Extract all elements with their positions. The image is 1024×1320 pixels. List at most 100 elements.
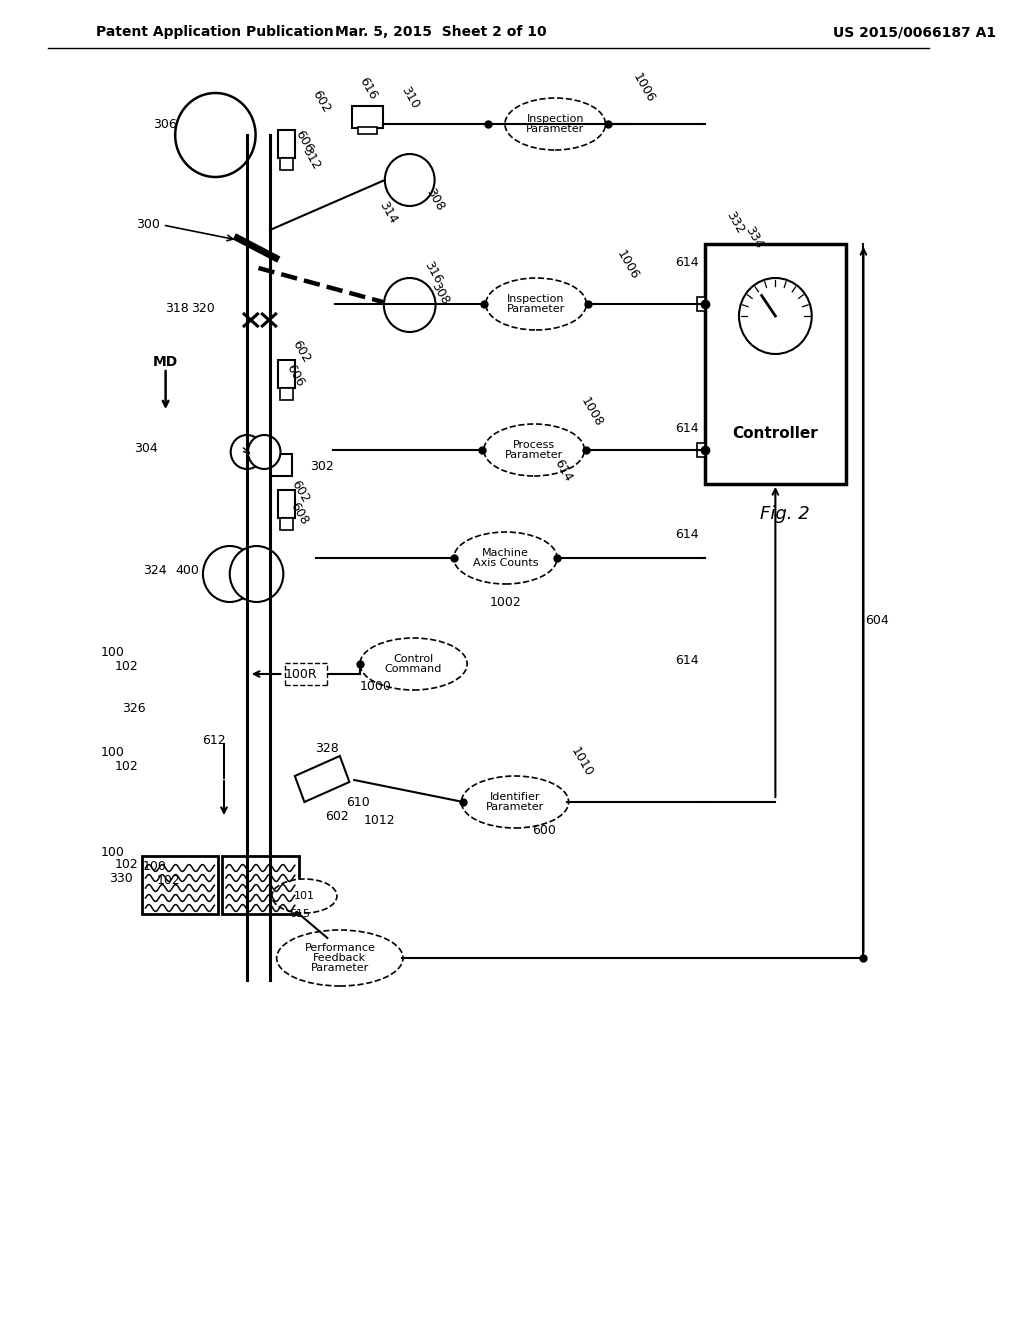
Text: Parameter: Parameter bbox=[507, 304, 565, 314]
Bar bbox=[280, 158, 293, 170]
Text: 100: 100 bbox=[101, 645, 125, 659]
Circle shape bbox=[248, 436, 281, 469]
Circle shape bbox=[385, 154, 434, 206]
Text: 102: 102 bbox=[115, 759, 138, 772]
Text: 1008: 1008 bbox=[578, 395, 605, 429]
Text: MD: MD bbox=[153, 355, 178, 370]
Text: 100R: 100R bbox=[285, 668, 316, 681]
Bar bbox=[278, 129, 295, 158]
Text: 308: 308 bbox=[429, 280, 452, 308]
Ellipse shape bbox=[505, 98, 605, 150]
Text: 102: 102 bbox=[115, 858, 138, 871]
Ellipse shape bbox=[271, 879, 337, 913]
Text: 304: 304 bbox=[133, 441, 158, 454]
Circle shape bbox=[175, 92, 256, 177]
Text: Process: Process bbox=[513, 440, 555, 450]
Text: 614: 614 bbox=[676, 653, 699, 667]
Text: Identifier: Identifier bbox=[489, 792, 541, 803]
Text: 600: 600 bbox=[531, 824, 556, 837]
Text: 602: 602 bbox=[309, 88, 332, 116]
Text: 614: 614 bbox=[676, 528, 699, 540]
Bar bbox=[280, 517, 293, 531]
Text: 1002: 1002 bbox=[489, 595, 521, 609]
Text: 302: 302 bbox=[310, 461, 334, 474]
Text: 1006: 1006 bbox=[630, 71, 656, 106]
Bar bbox=[697, 297, 705, 312]
Text: 608: 608 bbox=[288, 500, 311, 528]
Text: 1000: 1000 bbox=[359, 680, 391, 693]
Text: 326: 326 bbox=[122, 701, 145, 714]
Text: Parameter: Parameter bbox=[505, 450, 563, 459]
Text: 320: 320 bbox=[191, 301, 215, 314]
Ellipse shape bbox=[485, 279, 587, 330]
Bar bbox=[278, 490, 295, 517]
Text: Machine: Machine bbox=[482, 548, 528, 558]
Text: 300: 300 bbox=[136, 219, 161, 231]
Text: Parameter: Parameter bbox=[485, 801, 544, 812]
Text: 100: 100 bbox=[101, 846, 125, 858]
Bar bbox=[280, 388, 293, 400]
Bar bbox=[222, 855, 299, 913]
Ellipse shape bbox=[276, 931, 403, 986]
Bar bbox=[271, 454, 292, 477]
Ellipse shape bbox=[359, 638, 467, 690]
Text: Inspection: Inspection bbox=[507, 294, 565, 304]
Bar bbox=[358, 127, 377, 135]
Text: Performance: Performance bbox=[304, 944, 375, 953]
Text: 602: 602 bbox=[325, 809, 349, 822]
Text: Mar. 5, 2015  Sheet 2 of 10: Mar. 5, 2015 Sheet 2 of 10 bbox=[335, 25, 546, 40]
Text: Axis Counts: Axis Counts bbox=[473, 558, 539, 568]
Text: 1006: 1006 bbox=[614, 248, 641, 282]
Text: 606: 606 bbox=[293, 128, 316, 156]
Text: Parameter: Parameter bbox=[310, 962, 369, 973]
Text: 614: 614 bbox=[676, 421, 699, 434]
Bar bbox=[697, 444, 705, 457]
Ellipse shape bbox=[462, 776, 568, 828]
Text: 1012: 1012 bbox=[364, 813, 395, 826]
Bar bbox=[141, 855, 218, 913]
Text: 616: 616 bbox=[357, 74, 380, 102]
Circle shape bbox=[229, 546, 284, 602]
Bar bbox=[352, 106, 383, 128]
Circle shape bbox=[203, 546, 257, 602]
Text: Control: Control bbox=[393, 655, 433, 664]
Circle shape bbox=[230, 436, 263, 469]
Text: 615: 615 bbox=[289, 909, 310, 919]
Text: Command: Command bbox=[385, 664, 442, 673]
Text: 324: 324 bbox=[143, 564, 167, 577]
Text: 100: 100 bbox=[143, 859, 167, 873]
Ellipse shape bbox=[454, 532, 557, 583]
Text: Parameter: Parameter bbox=[526, 124, 585, 133]
Text: 606: 606 bbox=[284, 363, 306, 389]
Bar bbox=[705, 244, 846, 484]
Text: 328: 328 bbox=[315, 742, 339, 755]
Text: 334: 334 bbox=[742, 223, 766, 251]
Text: 602: 602 bbox=[290, 338, 313, 366]
Text: 330: 330 bbox=[109, 871, 132, 884]
Ellipse shape bbox=[484, 424, 585, 477]
Text: Feedback: Feedback bbox=[313, 953, 367, 964]
Text: 306: 306 bbox=[153, 119, 176, 132]
Text: 604: 604 bbox=[865, 614, 889, 627]
Text: Inspection: Inspection bbox=[526, 115, 584, 124]
Text: 332: 332 bbox=[724, 209, 746, 235]
Text: 308: 308 bbox=[424, 186, 447, 214]
Text: Patent Application Publication: Patent Application Publication bbox=[95, 25, 334, 40]
Text: 316: 316 bbox=[421, 259, 444, 285]
Text: Fig. 2: Fig. 2 bbox=[760, 506, 810, 523]
Text: 1010: 1010 bbox=[568, 744, 596, 779]
Text: 400: 400 bbox=[176, 564, 200, 577]
Circle shape bbox=[384, 279, 435, 333]
Text: 602: 602 bbox=[288, 478, 311, 506]
Text: 318: 318 bbox=[165, 301, 189, 314]
Bar bbox=[278, 360, 295, 388]
Text: 614: 614 bbox=[676, 256, 699, 268]
Text: 614: 614 bbox=[551, 457, 574, 483]
Text: 101: 101 bbox=[294, 891, 315, 902]
Circle shape bbox=[739, 279, 812, 354]
Text: Controller: Controller bbox=[732, 426, 818, 441]
Text: 100: 100 bbox=[101, 746, 125, 759]
Text: 314: 314 bbox=[376, 198, 399, 226]
Polygon shape bbox=[295, 756, 349, 803]
Text: 102: 102 bbox=[157, 874, 180, 887]
